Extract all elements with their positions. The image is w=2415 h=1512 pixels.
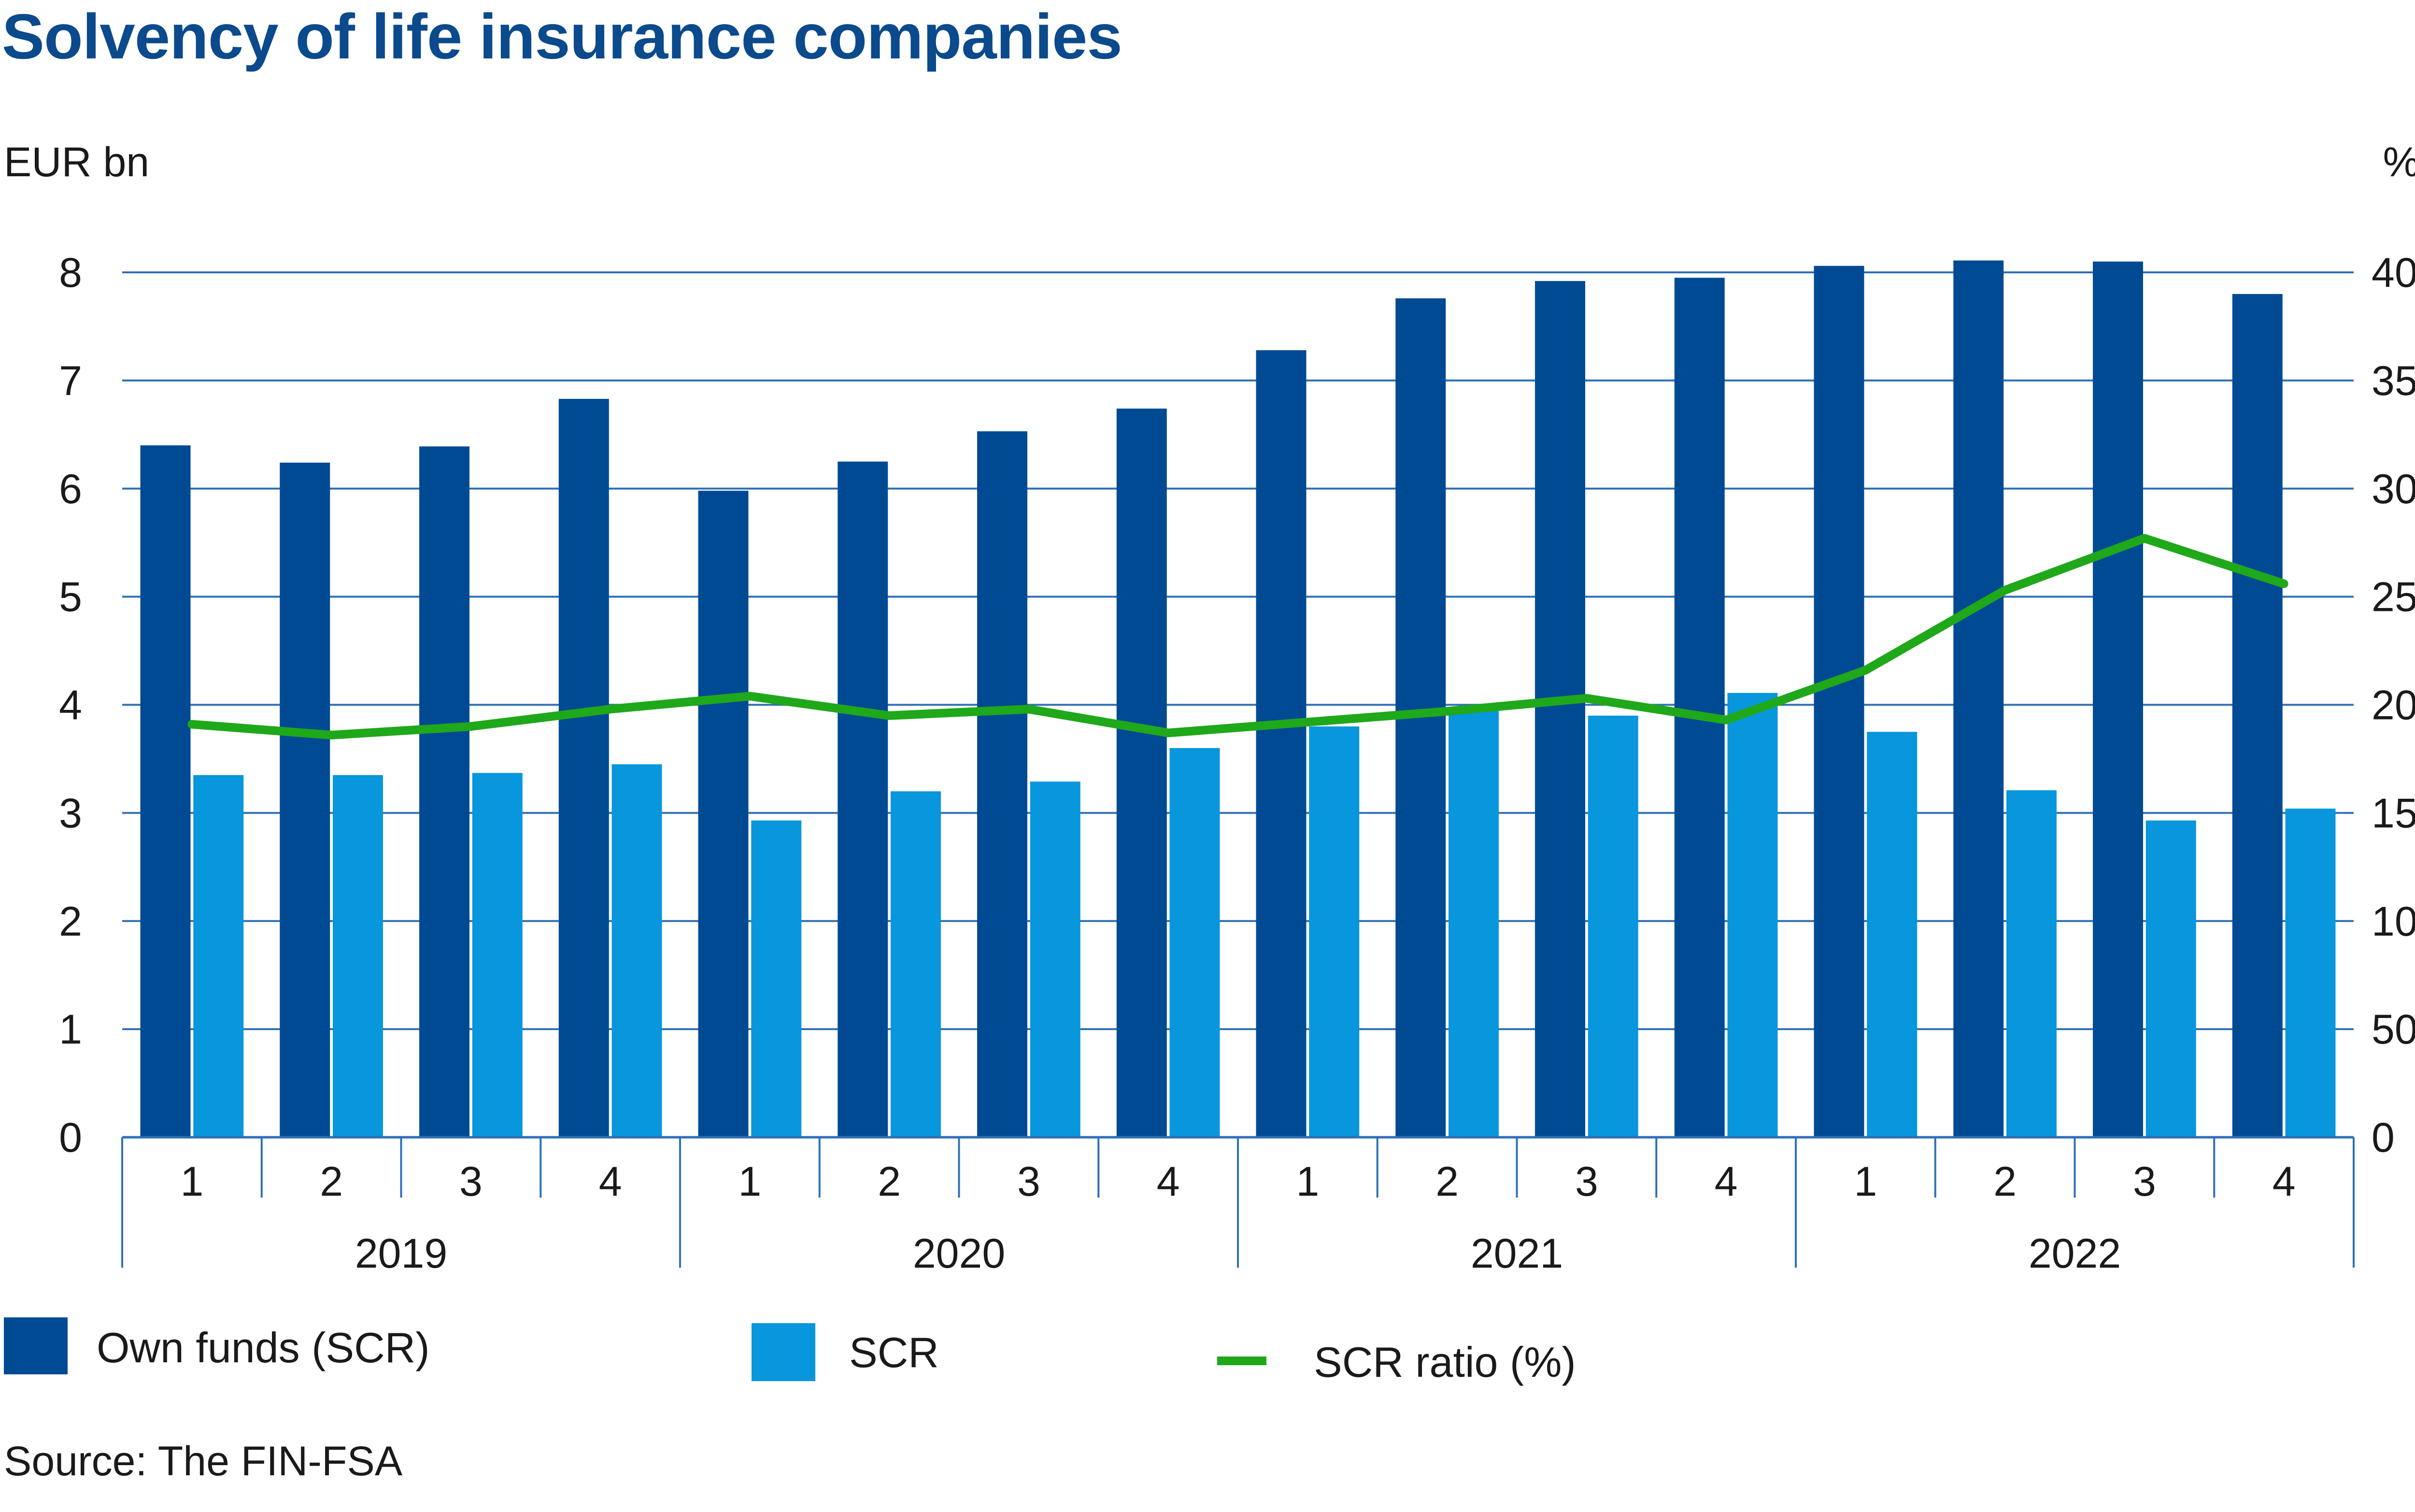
x-axis xyxy=(121,1136,2355,1268)
x-quarter-label: 4 xyxy=(2273,1159,2296,1205)
x-quarter-label: 3 xyxy=(2133,1159,2156,1205)
own-funds-bar xyxy=(1674,278,1725,1137)
left-y-tick-label: 0 xyxy=(59,1115,82,1161)
scr-bar xyxy=(891,791,941,1137)
x-year-label: 2019 xyxy=(355,1230,447,1277)
own-funds-bars xyxy=(140,260,2283,1138)
own-funds-bar xyxy=(977,431,1027,1138)
left-y-tick-label: 2 xyxy=(59,898,82,945)
own-funds-bar xyxy=(1116,409,1167,1137)
scr-bar xyxy=(1867,732,1918,1137)
right-y-tick-label: 400 xyxy=(2372,250,2415,296)
x-quarter-label: 3 xyxy=(459,1159,483,1205)
x-quarter-label: 2 xyxy=(1993,1159,2017,1205)
left-y-tick-label: 5 xyxy=(59,574,82,621)
scr-bar xyxy=(611,764,662,1137)
scr-ratio-line xyxy=(187,534,2288,740)
legend-label-scr-ratio: SCR ratio (%) xyxy=(1314,1338,1576,1386)
own-funds-bar xyxy=(1256,350,1307,1138)
x-quarter-label: 4 xyxy=(599,1159,622,1205)
own-funds-bar xyxy=(698,491,749,1137)
x-quarter-label: 1 xyxy=(1854,1159,1877,1205)
source-note: Source: The FIN-FSA xyxy=(4,1438,403,1484)
scr-bar xyxy=(2285,808,2336,1137)
chart-title: Solvency of life insurance companies xyxy=(2,1,1122,72)
scr-bar xyxy=(751,820,802,1137)
own-funds-bar xyxy=(1953,260,2004,1137)
right-y-tick-label: 250 xyxy=(2372,574,2415,621)
x-quarter-label: 2 xyxy=(1435,1159,1459,1205)
x-quarter-labels: 1 2 3 4 1 2 3 4 1 2 3 4 1 2 3 4 xyxy=(180,1159,2295,1205)
scr-bar xyxy=(1030,781,1080,1137)
x-quarter-label: 1 xyxy=(180,1159,203,1205)
x-quarter-label: 2 xyxy=(320,1159,343,1205)
x-quarter-label: 4 xyxy=(1157,1159,1180,1205)
legend-item-scr: SCR xyxy=(752,1323,939,1381)
right-y-tick-label: 100 xyxy=(2372,898,2415,945)
legend-swatch-own-funds xyxy=(4,1317,68,1374)
x-quarter-label: 1 xyxy=(1296,1159,1319,1205)
own-funds-bar xyxy=(1535,281,1585,1138)
scr-bar xyxy=(333,775,383,1137)
x-quarter-label: 3 xyxy=(1017,1159,1040,1205)
legend-swatch-scr xyxy=(752,1323,815,1381)
left-y-tick-labels: 0 1 2 3 4 5 6 7 8 xyxy=(59,250,82,1161)
right-y-tick-label: 350 xyxy=(2372,358,2415,404)
own-funds-bar xyxy=(2232,294,2283,1137)
right-axis-unit: % xyxy=(2383,139,2415,185)
scr-bar xyxy=(472,773,523,1137)
right-y-tick-label: 150 xyxy=(2372,790,2415,836)
left-y-tick-label: 8 xyxy=(59,250,82,296)
legend-item-scr-ratio: SCR ratio (%) xyxy=(1217,1338,1576,1386)
legend: Own funds (SCR) SCR SCR ratio (%) xyxy=(4,1317,1576,1386)
x-quarter-label: 4 xyxy=(1715,1159,1738,1205)
legend-label-own-funds: Own funds (SCR) xyxy=(97,1324,430,1371)
own-funds-bar xyxy=(558,398,609,1137)
right-y-tick-label: 300 xyxy=(2372,466,2415,512)
left-y-tick-label: 4 xyxy=(59,682,82,729)
scr-bars xyxy=(193,692,2336,1137)
scr-bar xyxy=(193,775,244,1137)
scr-bar xyxy=(1449,710,1499,1137)
legend-item-own-funds: Own funds (SCR) xyxy=(4,1317,430,1374)
right-y-tick-label: 200 xyxy=(2372,682,2415,729)
left-axis-unit: EUR bn xyxy=(4,139,149,185)
right-y-tick-labels: 0 50 100 150 200 250 300 350 400 xyxy=(2372,250,2415,1161)
own-funds-bar xyxy=(419,446,469,1137)
legend-label-scr: SCR xyxy=(849,1328,939,1376)
own-funds-bar xyxy=(838,461,888,1137)
scr-ratio-line-path xyxy=(187,534,2288,740)
scr-bar xyxy=(1588,715,1638,1137)
x-quarter-label: 1 xyxy=(738,1159,761,1205)
left-y-tick-label: 7 xyxy=(59,358,82,404)
right-y-tick-label: 0 xyxy=(2372,1115,2395,1161)
left-y-tick-label: 6 xyxy=(59,466,82,512)
x-year-label: 2021 xyxy=(1471,1230,1563,1277)
x-year-labels: 2019 2020 2021 2022 xyxy=(355,1230,2121,1277)
x-year-label: 2020 xyxy=(913,1230,1005,1277)
left-y-tick-label: 3 xyxy=(59,790,82,836)
scr-bar xyxy=(1727,692,1778,1137)
scr-bar xyxy=(1309,726,1360,1137)
scr-bar xyxy=(1169,748,1220,1137)
x-quarter-label: 3 xyxy=(1575,1159,1598,1205)
own-funds-bar xyxy=(1814,266,1864,1137)
own-funds-bar xyxy=(280,463,330,1137)
own-funds-bar xyxy=(140,445,191,1138)
left-y-tick-label: 1 xyxy=(59,1006,82,1053)
x-quarter-label: 2 xyxy=(878,1159,901,1205)
right-y-tick-label: 50 xyxy=(2372,1006,2415,1053)
scr-bar xyxy=(2145,820,2196,1137)
x-year-label: 2022 xyxy=(2029,1230,2121,1277)
own-funds-bar xyxy=(2093,261,2143,1137)
scr-bar xyxy=(2006,790,2057,1137)
